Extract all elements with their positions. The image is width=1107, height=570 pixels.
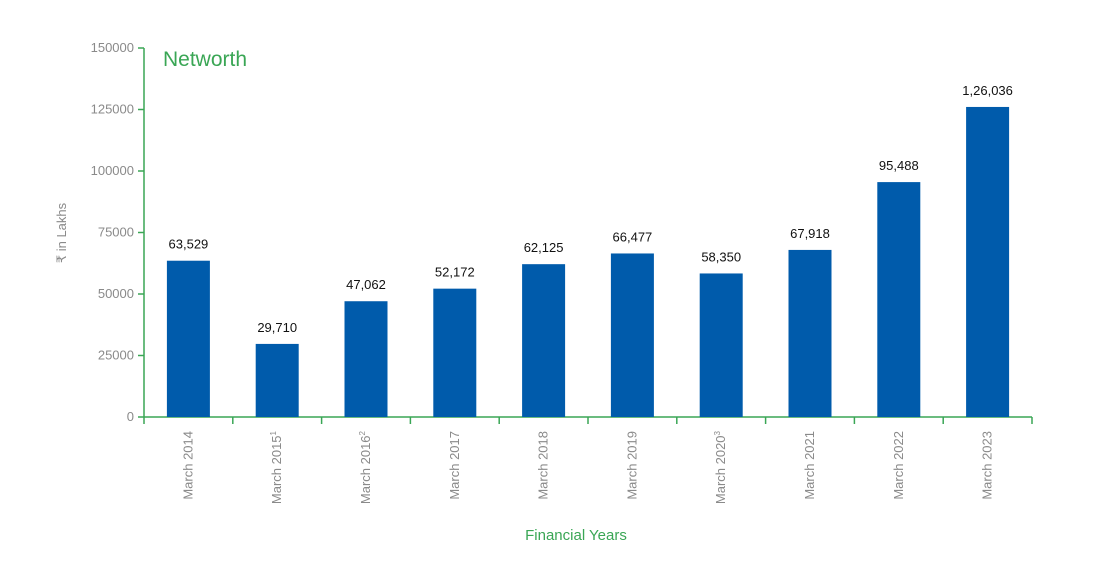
category-label: March 2018 bbox=[536, 431, 551, 500]
bar bbox=[877, 182, 921, 417]
y-tick-label: 25000 bbox=[98, 348, 134, 363]
data-label: 1,26,036 bbox=[962, 83, 1013, 98]
data-label: 29,710 bbox=[257, 320, 297, 335]
chart-title: Networth bbox=[163, 48, 247, 71]
bar bbox=[433, 288, 477, 417]
bars bbox=[166, 106, 1010, 417]
y-axis: 0 25000 50000 75000 100000 125000 150000 bbox=[91, 40, 145, 424]
y-tick-label: 50000 bbox=[98, 286, 134, 301]
bar bbox=[610, 253, 654, 417]
data-label: 67,918 bbox=[790, 226, 830, 241]
y-tick-label: 125000 bbox=[91, 102, 134, 117]
data-label: 58,350 bbox=[701, 249, 741, 264]
bar bbox=[522, 264, 566, 417]
bar bbox=[966, 106, 1010, 417]
category-label: March 20151 bbox=[269, 430, 284, 504]
y-tick-label: 75000 bbox=[98, 225, 134, 240]
data-label: 66,477 bbox=[613, 229, 653, 244]
data-labels: 63,529 29,710 47,062 52,172 62,125 66,477 58,3… bbox=[169, 83, 1013, 335]
data-label: 52,172 bbox=[435, 265, 475, 280]
data-label: 62,125 bbox=[524, 240, 564, 255]
data-label: 63,529 bbox=[169, 237, 209, 252]
data-label: 47,062 bbox=[346, 277, 386, 292]
category-label: March 20203 bbox=[713, 430, 728, 504]
y-axis-title: ₹ in Lakhs bbox=[54, 202, 69, 263]
y-tick-label: 0 bbox=[127, 409, 134, 424]
bar bbox=[788, 249, 832, 417]
category-label: March 2022 bbox=[891, 431, 906, 500]
x-axis-title: Financial Years bbox=[525, 527, 627, 544]
category-label: March 2023 bbox=[980, 431, 995, 500]
y-tick-label: 150000 bbox=[91, 40, 134, 55]
category-labels: March 2014 March 20151 March 20162 March 20… bbox=[180, 430, 994, 504]
bar bbox=[344, 301, 388, 417]
x-axis bbox=[143, 416, 1033, 424]
bar bbox=[255, 343, 299, 417]
category-label: March 20162 bbox=[358, 430, 373, 504]
y-tick-label: 100000 bbox=[91, 163, 134, 178]
category-label: March 2021 bbox=[802, 431, 817, 500]
category-label: March 2017 bbox=[447, 431, 462, 500]
category-label: March 2019 bbox=[624, 431, 639, 500]
category-label: March 2014 bbox=[180, 431, 195, 500]
data-label: 95,488 bbox=[879, 158, 919, 173]
bar bbox=[699, 273, 743, 417]
bar bbox=[166, 260, 210, 417]
